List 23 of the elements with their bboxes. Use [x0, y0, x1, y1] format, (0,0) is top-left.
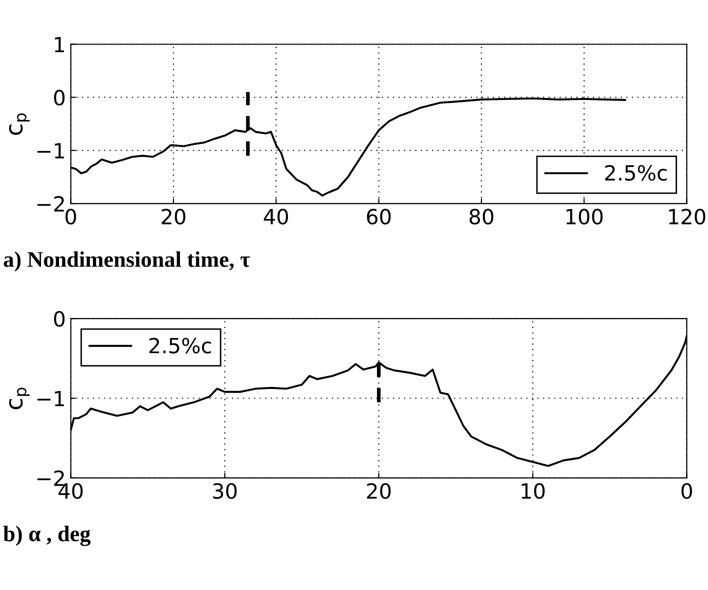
x-tick-label: 0 — [682, 483, 692, 499]
x-axis-title: b) α , deg — [3, 526, 91, 546]
y-tick-label: 0 — [54, 90, 65, 106]
y-tick-label: −2 — [37, 196, 64, 212]
x-tick-label: 80 — [470, 208, 494, 225]
x-tick-label: 0 — [66, 208, 76, 225]
x-axis-title: a) Nondimensional time, τ — [4, 251, 250, 272]
x-tick-label: 100 — [566, 208, 603, 225]
x-tick-label: 60 — [366, 208, 391, 225]
x-tick-label: 120 — [669, 208, 706, 225]
y-tick-label: 0 — [54, 311, 65, 327]
y-tick-label: −1 — [37, 390, 64, 406]
x-tick-label: 20 — [367, 483, 391, 499]
x-tick-label: 10 — [522, 483, 545, 499]
y-axis-title: c$_{p}$ — [9, 113, 30, 135]
x-tick-label: 30 — [213, 483, 237, 499]
legend-label: 2.5%c — [605, 165, 667, 181]
y-tick-label: −1 — [37, 143, 64, 158]
legend-label: 2.5%c — [149, 338, 211, 354]
x-tick-label: 20 — [162, 208, 186, 225]
y-tick-label: 1 — [54, 36, 64, 52]
x-tick-label: 40 — [264, 208, 288, 225]
y-axis-title: c$_{p}$ — [9, 388, 30, 410]
